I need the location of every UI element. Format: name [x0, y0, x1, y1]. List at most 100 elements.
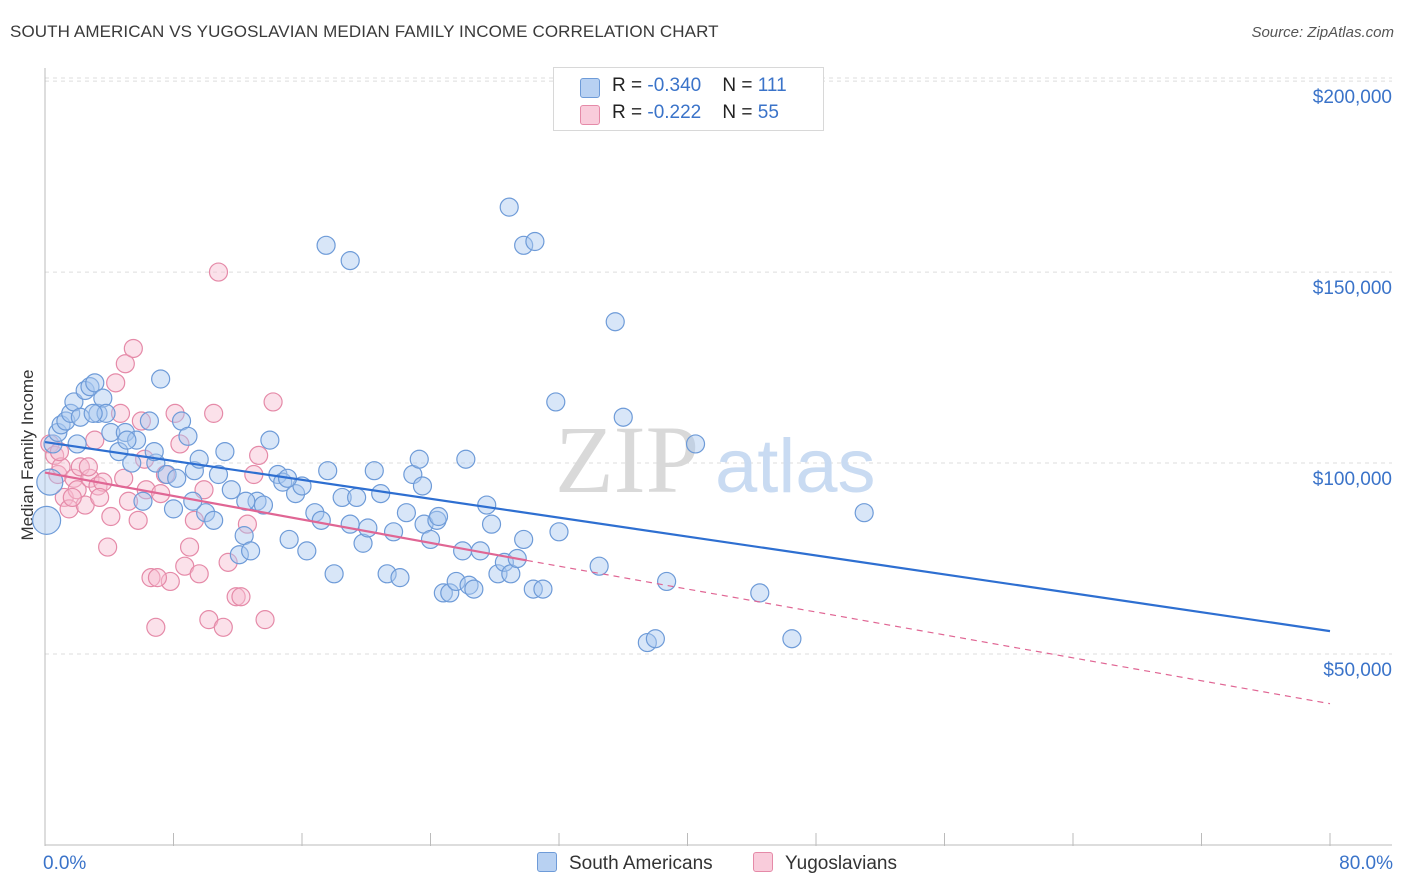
data-point-south-americans [151, 369, 171, 389]
data-point-yugoslavians [218, 552, 238, 572]
bottom-legend-yugoslavians[interactable]: Yugoslavians [753, 852, 897, 875]
south-americans-points [32, 197, 874, 653]
data-point-yugoslavians [231, 587, 251, 607]
data-point-south-americans [446, 571, 466, 592]
data-point-south-americans [117, 430, 137, 450]
data-point-south-americans [126, 430, 147, 450]
data-point-yugoslavians [49, 441, 70, 462]
data-point-south-americans [332, 487, 352, 508]
data-point-yugoslavians [131, 411, 151, 431]
data-point-south-americans [533, 579, 553, 599]
bottom-legend-south-americans[interactable]: South Americans [537, 852, 713, 875]
data-point-south-americans [499, 197, 519, 217]
data-point-south-americans [685, 434, 706, 454]
data-point-yugoslavians [189, 564, 209, 584]
data-point-south-americans [83, 403, 103, 423]
data-point-yugoslavians [85, 430, 105, 450]
data-point-south-americans [297, 541, 317, 561]
data-point-yugoslavians [226, 587, 246, 607]
legend-n-label: N = [722, 102, 758, 123]
data-point-south-americans [782, 629, 802, 649]
data-point-south-americans [178, 426, 198, 446]
data-point-yugoslavians [115, 354, 135, 374]
data-point-south-americans [340, 251, 360, 271]
data-point-south-americans [279, 529, 299, 550]
data-point-south-americans [67, 434, 87, 454]
data-point-yugoslavians [160, 571, 180, 592]
data-point-south-americans [215, 441, 235, 462]
data-point-south-americans [523, 579, 543, 599]
data-point-yugoslavians [128, 510, 148, 530]
trend-line-south-americans [44, 440, 1331, 633]
data-point-south-americans [481, 514, 502, 534]
legend-label: Yugoslavians [785, 853, 897, 874]
data-point-south-americans [32, 505, 62, 535]
data-point-south-americans [133, 491, 153, 511]
tick-labels: $50,000 $100,000 $150,000 $200,000 0.0% 80.0% [43, 87, 1393, 874]
data-point-yugoslavians [123, 338, 143, 359]
chart-title: SOUTH AMERICAN VS YUGOSLAVIAN MEDIAN FAM… [10, 22, 719, 41]
data-point-south-americans [324, 564, 344, 584]
data-point-south-americans [101, 422, 121, 443]
data-point-south-americans [93, 388, 113, 408]
data-point-south-americans [605, 312, 625, 332]
data-point-yugoslavians [213, 617, 233, 637]
y-tick-label: $200,000 [1313, 87, 1392, 108]
data-point-south-americans [139, 411, 160, 431]
data-point-south-americans [88, 403, 108, 423]
legend-n-value: 55 [757, 102, 779, 123]
trend-lines [44, 440, 1331, 705]
data-point-yugoslavians [90, 487, 110, 508]
legend-r-label: R = [612, 102, 648, 123]
data-point-south-americans [353, 533, 373, 553]
data-point-yugoslavians [78, 457, 98, 477]
data-point-yugoslavians [98, 537, 118, 557]
data-point-south-americans [285, 484, 306, 504]
legend-swatch-pink [580, 105, 600, 125]
data-point-south-americans [412, 476, 433, 496]
data-point-south-americans [525, 231, 545, 252]
legend-r-value: -0.340 [647, 75, 702, 96]
data-point-yugoslavians [146, 617, 166, 637]
data-point-south-americans [61, 403, 81, 423]
data-point-yugoslavians [255, 610, 275, 630]
data-point-south-americans [167, 468, 187, 488]
watermark-atlas: atlas [715, 424, 876, 509]
source-note: Source: ZipAtlas.com [1251, 24, 1394, 41]
data-point-south-americans [409, 449, 429, 469]
data-point-south-americans [464, 579, 484, 599]
legend-label: South Americans [569, 853, 713, 874]
data-point-yugoslavians [263, 392, 283, 412]
data-point-yugoslavians [165, 403, 185, 423]
data-point-south-americans [241, 541, 261, 561]
data-point-south-americans [645, 629, 665, 649]
y-tick-label: $50,000 [1323, 660, 1392, 681]
data-point-south-americans [364, 461, 384, 481]
data-point-south-americans [208, 464, 229, 485]
data-point-south-americans [371, 484, 391, 504]
yugoslavians-points [40, 262, 283, 637]
legend-swatch-pink [753, 852, 773, 872]
data-point-south-americans [347, 487, 367, 508]
data-point-yugoslavians [170, 434, 190, 454]
legend-r-label: R = [612, 75, 648, 96]
data-point-south-americans [260, 430, 280, 450]
data-point-south-americans [85, 373, 105, 393]
data-point-south-americans [311, 510, 331, 530]
data-point-yugoslavians [59, 499, 79, 519]
watermark-zip: ZIP [555, 406, 699, 513]
y-tick-label: $100,000 [1313, 469, 1392, 490]
legend-swatch-blue [537, 852, 557, 872]
data-point-yugoslavians [141, 568, 161, 588]
data-point-yugoslavians [204, 403, 224, 423]
legend-swatch-blue [580, 78, 600, 98]
trend-line-yugoslavians [44, 471, 528, 562]
data-point-south-americans [456, 449, 476, 469]
data-point-south-americans [390, 568, 410, 588]
data-point-yugoslavians [147, 568, 168, 588]
data-point-south-americans [514, 235, 534, 255]
x-tick-label: 80.0% [1339, 853, 1393, 874]
data-point-south-americans [420, 529, 441, 550]
data-point-yugoslavians [106, 373, 126, 393]
data-point-south-americans [157, 464, 177, 485]
